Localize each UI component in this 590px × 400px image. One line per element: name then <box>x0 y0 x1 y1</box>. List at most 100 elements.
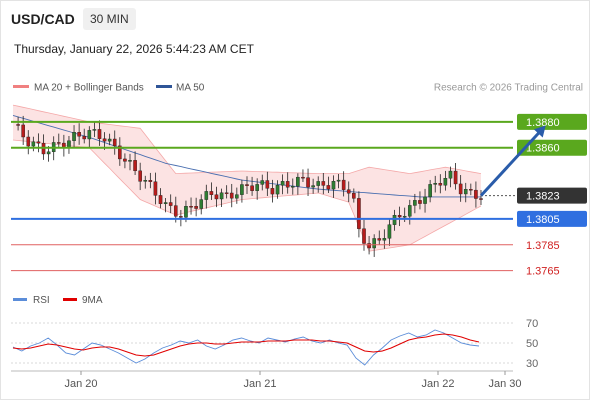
level-label: 1.3860 <box>526 143 560 155</box>
candle-body <box>433 183 438 185</box>
ma20-legend-label: MA 20 + Bollinger Bands <box>34 83 144 94</box>
candle-body <box>56 142 61 144</box>
candle-body <box>301 176 305 179</box>
candle-body <box>77 132 81 137</box>
candle-body <box>87 130 92 140</box>
level-label: 1.3880 <box>526 117 560 129</box>
candle-body <box>469 189 473 191</box>
candle-body <box>418 200 422 204</box>
candle-body <box>336 179 341 182</box>
candle-body <box>260 180 265 185</box>
candle-body <box>296 176 300 187</box>
candle-body <box>21 124 25 138</box>
level-label: 1.3765 <box>526 266 560 278</box>
current-price-tag <box>517 187 587 204</box>
bollinger-lower-line <box>12 139 482 252</box>
candle-body <box>285 181 290 188</box>
candle-body <box>275 185 280 195</box>
candle-body <box>280 181 285 186</box>
candle-body <box>128 160 132 162</box>
level-tag <box>517 139 587 156</box>
candle-body <box>326 185 331 190</box>
candle-body <box>321 181 326 186</box>
candle-body <box>184 206 188 218</box>
candle-body <box>168 202 173 206</box>
candle-body <box>265 180 270 189</box>
candle-body <box>123 158 127 162</box>
candle-body <box>362 228 366 244</box>
candle-body <box>397 215 402 218</box>
candle-body <box>357 198 361 229</box>
level-label: 1.3805 <box>526 214 560 226</box>
candle-body <box>407 205 412 217</box>
candle-body <box>36 141 41 144</box>
candle-body <box>453 170 458 185</box>
candle-body <box>179 216 183 218</box>
candle-body <box>158 195 163 204</box>
candle-body <box>428 184 432 198</box>
current-price-label: 1.3823 <box>526 191 560 203</box>
candle-body <box>118 145 122 160</box>
level-tag <box>517 113 587 130</box>
ma9-legend-label: 9MA <box>82 295 103 306</box>
candle-body <box>240 184 244 195</box>
candle-body <box>438 183 443 186</box>
symbol-title: USD/CAD <box>11 11 75 27</box>
candle-body <box>290 185 295 188</box>
candle-body <box>214 194 219 200</box>
candle-body <box>311 185 315 188</box>
ma50-legend-label: MA 50 <box>176 83 205 94</box>
candle-body <box>46 151 51 155</box>
candle-body <box>209 191 214 195</box>
candle-body <box>72 132 76 141</box>
candle-body <box>173 205 178 217</box>
timeframe-badge[interactable]: 30 MIN <box>83 8 136 30</box>
candle-body <box>392 215 397 225</box>
candle-body <box>199 199 204 209</box>
candle-body <box>474 189 478 199</box>
level-label: 1.3785 <box>526 240 560 252</box>
candle-body <box>458 183 463 195</box>
candle-body <box>153 181 158 196</box>
candle-body <box>138 170 142 182</box>
candle-body <box>194 206 198 209</box>
candle-body <box>306 177 310 188</box>
candle-body <box>423 196 427 204</box>
candle-body <box>270 188 275 195</box>
candle-body <box>255 184 259 191</box>
candle-body <box>189 206 193 208</box>
level-tag <box>517 210 587 227</box>
candle-body <box>448 170 453 179</box>
x-tick-label: Jan 20 <box>64 378 97 390</box>
candle-body <box>245 184 249 186</box>
ma9-legend-swatch <box>63 298 77 301</box>
candle-body <box>463 189 468 195</box>
candle-body <box>479 198 483 200</box>
candle-body <box>331 181 336 190</box>
candle-body <box>112 138 117 147</box>
candle-body <box>235 194 239 199</box>
x-tick-label: Jan 21 <box>243 378 276 390</box>
rsi-tick-label: 50 <box>526 338 538 350</box>
forecast-arrow-line <box>479 128 543 197</box>
candle-body <box>372 238 376 249</box>
candle-body <box>382 238 387 241</box>
candle-body <box>107 138 112 142</box>
rsi-line <box>12 329 480 366</box>
rsi-9ma-line <box>12 333 480 357</box>
candle-body <box>250 185 254 191</box>
candle-body <box>352 192 356 199</box>
rsi-tick-label: 30 <box>526 358 538 370</box>
candle-body <box>26 136 31 147</box>
datetime-label: Thursday, January 22, 2026 5:44:23 AM CE… <box>14 42 254 56</box>
x-tick-label: Jan 30 <box>488 378 521 390</box>
candle-body <box>102 138 107 142</box>
candle-body <box>346 189 351 194</box>
candle-body <box>413 200 417 206</box>
candle-body <box>143 180 148 182</box>
candle-body <box>82 136 87 140</box>
rsi-legend: RSI 9MA <box>13 295 103 306</box>
candle-body <box>163 202 168 204</box>
